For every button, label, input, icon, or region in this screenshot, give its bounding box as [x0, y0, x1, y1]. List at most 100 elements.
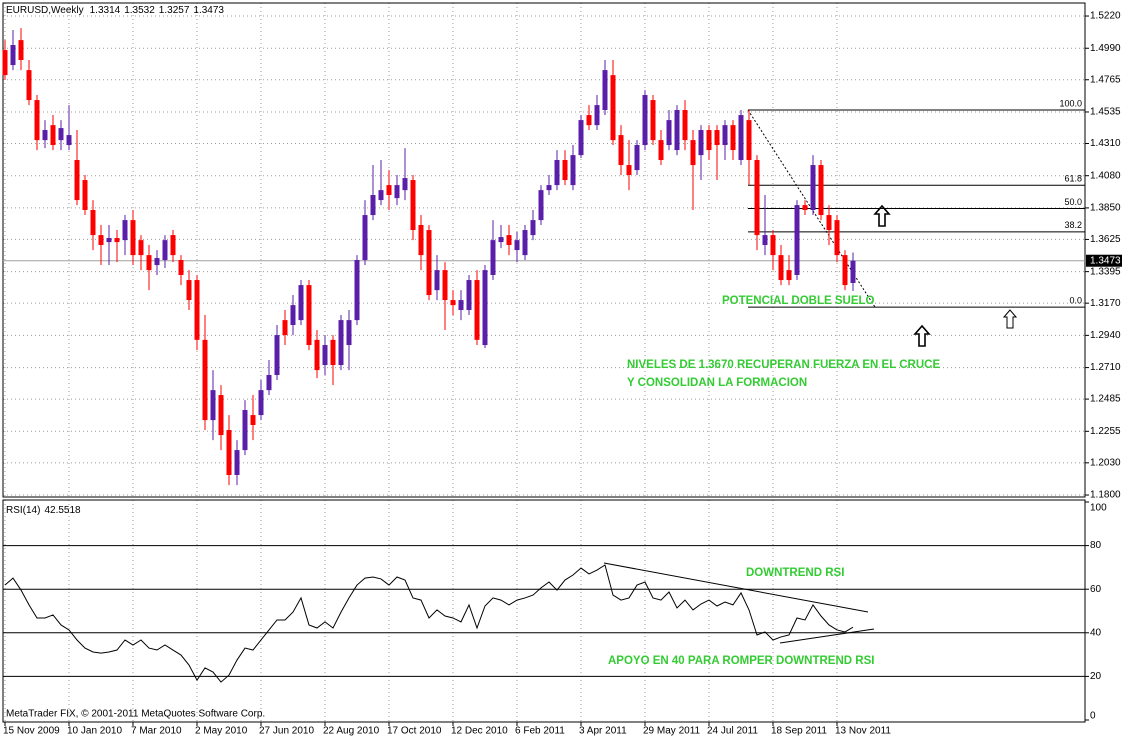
- x-tick-label: 10 Jan 2010: [67, 726, 122, 737]
- x-tick-label: 2 May 2010: [195, 726, 248, 737]
- candle-body: [314, 339, 320, 371]
- candle-body: [354, 260, 360, 321]
- candle-body: [418, 224, 424, 256]
- candle-body: [730, 125, 736, 151]
- candle-body: [810, 165, 816, 211]
- candle-body: [594, 105, 600, 126]
- last-close: 1.3473: [193, 5, 224, 16]
- price-header: EURUSD,Weekly 1.3314 1.3532 1.3257 1.3473: [6, 5, 224, 16]
- y-tick-label: 1.1800: [1090, 490, 1121, 501]
- annotation: Y CONSOLIDAN LA FORMACION: [627, 377, 807, 389]
- x-tick-label: 13 Nov 2011: [835, 726, 891, 737]
- rsi-last: 42.5518: [44, 505, 81, 516]
- rsi-line: [4, 564, 854, 683]
- candle-body: [106, 238, 112, 243]
- candle-body: [746, 120, 752, 161]
- fib-label: 0.0: [1069, 295, 1082, 305]
- y-tick-label: 1.2030: [1090, 457, 1121, 468]
- rsi-y-tick-label: 0: [1090, 711, 1096, 722]
- candle-body: [714, 130, 720, 146]
- x-tick-label: 7 Mar 2010: [131, 726, 182, 737]
- candle-body: [122, 220, 128, 241]
- candle-body: [698, 130, 704, 156]
- x-tick-label: 29 May 2011: [643, 726, 701, 737]
- candle-body: [778, 255, 784, 281]
- candle-body: [282, 320, 288, 336]
- candle-body: [426, 230, 432, 296]
- fib-label: 100.0: [1059, 98, 1082, 108]
- last-price-box: [1086, 254, 1122, 267]
- candle-body: [602, 70, 608, 111]
- x-tick-label: 27 Jun 2010: [259, 726, 314, 737]
- candle-body: [42, 130, 48, 141]
- candle-body: [370, 195, 376, 216]
- candle-body: [26, 70, 32, 101]
- candle-body: [226, 430, 232, 476]
- rsi-y-tick-label: 20: [1090, 671, 1102, 682]
- candle-body: [218, 395, 224, 436]
- candle-body: [210, 390, 216, 421]
- arrow-icon: [913, 324, 931, 347]
- footer: MetaTrader FIX, © 2001-2011 MetaQuotes S…: [6, 709, 265, 720]
- candle-body: [802, 205, 808, 211]
- last-low: 1.3257: [159, 5, 190, 16]
- candle-body: [130, 220, 136, 256]
- candle-body: [306, 285, 312, 346]
- rsi-y-tick-label: 80: [1090, 540, 1102, 551]
- candle-body: [90, 210, 96, 236]
- candle-body: [330, 339, 336, 366]
- annotation: APOYO EN 40 PARA ROMPER DOWNTREND RSI: [608, 655, 874, 667]
- candle-body: [546, 185, 552, 191]
- candle-body: [450, 300, 456, 306]
- candle-body: [250, 415, 256, 426]
- y-tick-label: 1.4535: [1090, 107, 1121, 118]
- candle-body: [258, 390, 264, 416]
- candle-body: [786, 270, 792, 281]
- rsi-header: RSI(14) 42.5518: [6, 505, 81, 516]
- arrow-icon: [1002, 309, 1018, 329]
- x-tick-label: 3 Apr 2011: [579, 726, 627, 737]
- candle-body: [794, 205, 800, 276]
- candle-body: [194, 280, 200, 340]
- candle-body: [338, 320, 344, 366]
- candle-body: [66, 135, 72, 146]
- candle-body: [138, 240, 144, 256]
- candle-body: [34, 100, 40, 141]
- y-tick-label: 1.3625: [1090, 234, 1121, 245]
- candle-body: [770, 235, 776, 256]
- candle-body: [98, 235, 104, 246]
- y-tick-label: 1.3850: [1090, 203, 1121, 214]
- y-tick-label: 1.4080: [1090, 170, 1121, 181]
- candle-body: [762, 235, 768, 246]
- candle-body: [522, 230, 528, 256]
- candle-body: [402, 178, 408, 191]
- candle-body: [682, 110, 688, 141]
- candle-body: [346, 320, 352, 346]
- fib-label: 61.8: [1064, 174, 1082, 184]
- candle-body: [266, 375, 272, 391]
- annotation: POTENCIAL DOBLE SUELO: [722, 295, 875, 307]
- candle-body: [738, 115, 744, 161]
- candle-body: [578, 120, 584, 156]
- candle-body: [170, 235, 176, 256]
- candle-body: [322, 345, 328, 366]
- candle-body: [18, 40, 24, 61]
- candle-body: [146, 255, 152, 271]
- candle-body: [490, 240, 496, 276]
- y-tick-label: 1.2940: [1090, 330, 1121, 341]
- candle-body: [466, 280, 472, 311]
- rsi-trendline: [603, 562, 869, 613]
- candle-body: [850, 260, 856, 283]
- candle-body: [458, 300, 464, 311]
- candle-body: [378, 190, 384, 201]
- candle-body: [74, 160, 80, 201]
- candle-body: [202, 339, 208, 421]
- price-panel: [2, 2, 1086, 498]
- candle-body: [362, 215, 368, 261]
- candle-body: [538, 190, 544, 221]
- rsi-trendline: [779, 628, 875, 644]
- last-open: 1.3314: [90, 5, 121, 16]
- candle-body: [570, 155, 576, 186]
- x-tick-label: 17 Oct 2010: [387, 726, 442, 737]
